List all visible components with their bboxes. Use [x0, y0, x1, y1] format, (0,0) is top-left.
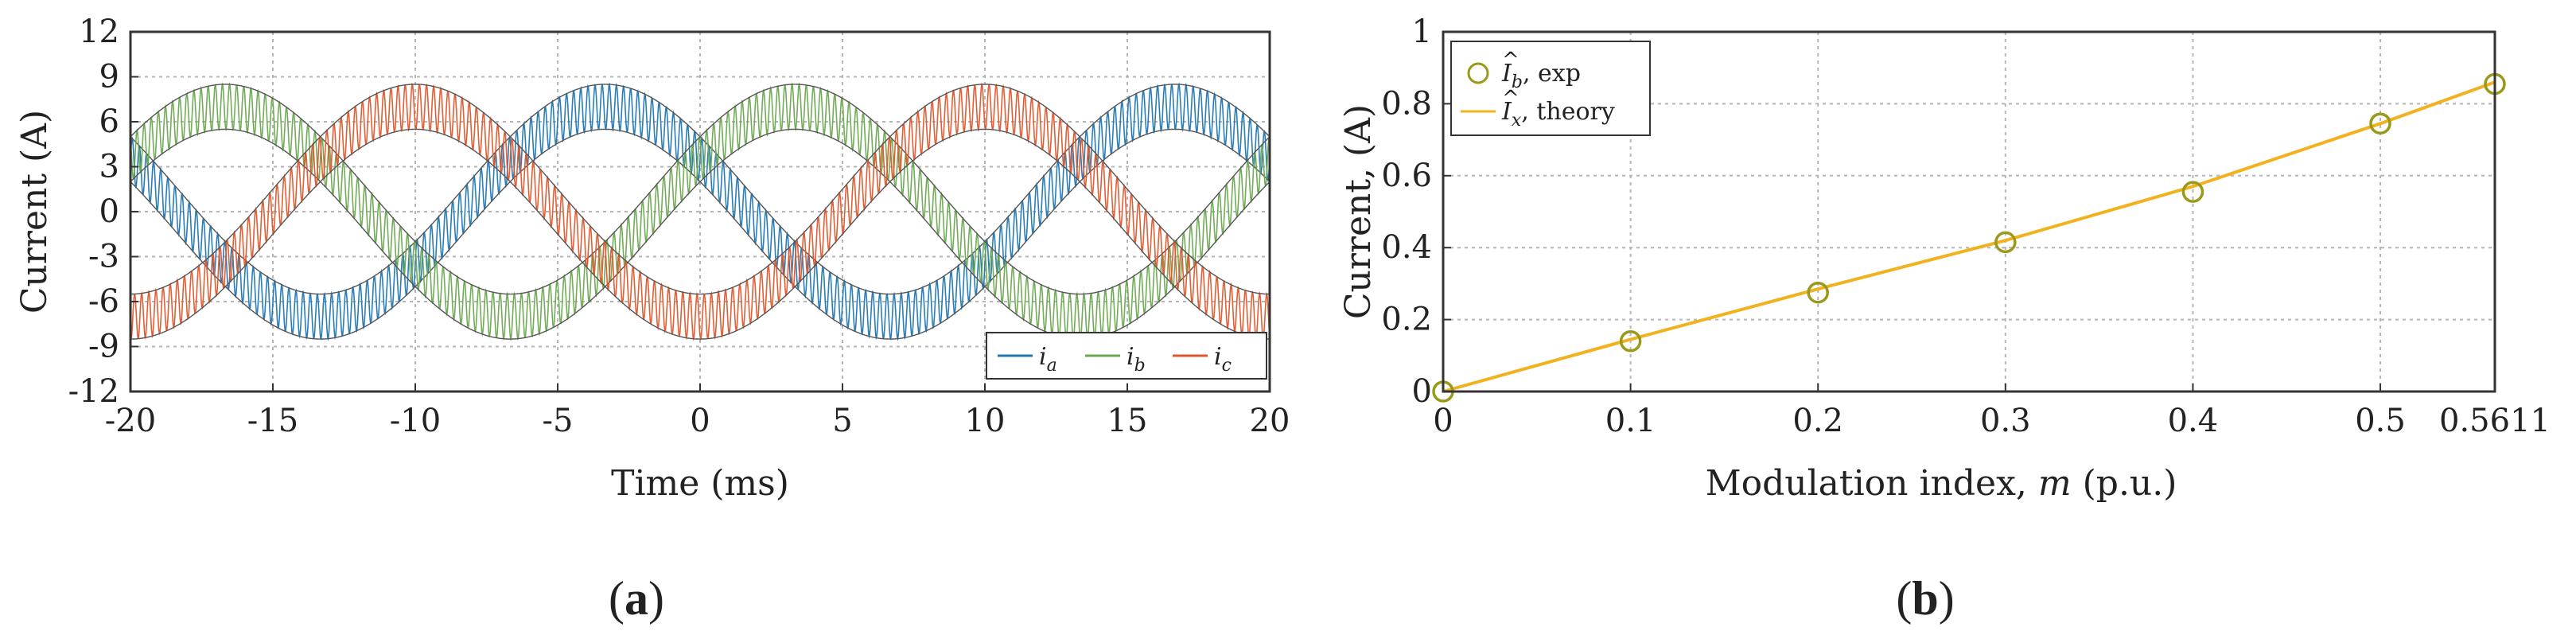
series-envelope-upper-ic	[130, 84, 1270, 295]
legend-marker-ib-exp	[1467, 62, 1489, 84]
panel-b-y-tick-label: 1	[1412, 14, 1432, 50]
panel-a-x-ticks: -20 -15 -10 -5 0 5 10 15 20	[105, 384, 1290, 439]
panel-a-x-tick-label: -20	[105, 403, 156, 439]
panel-b-x-tick-label: 0	[1433, 403, 1453, 439]
panel-a-x-tick-label: -15	[247, 403, 298, 439]
panel-a-y-tick-label: -6	[88, 283, 119, 320]
legend-label-ia-base: i	[1039, 343, 1047, 371]
panel-b-y-axis-label: Current, (A)	[1338, 104, 1379, 319]
panel-b-x-tick-label: 0.4	[2168, 403, 2219, 439]
legend-label-ix-theory: Ix, theory	[1501, 98, 1615, 131]
series-line-ic	[130, 82, 1270, 341]
data-point-ib-exp	[2181, 181, 2204, 203]
panel-b-x-axis-label-unit: (p.u.)	[2072, 463, 2177, 504]
panel-b-y-tick-label: 0.6	[1381, 158, 1432, 194]
panel-a-y-tick-label: 0	[99, 193, 119, 230]
legend-label-ix-suffix: , theory	[1521, 98, 1615, 126]
panel-b-caption-letter: b	[1912, 572, 1938, 625]
panel-b-x-axis-label: Modulation index, m (p.u.)	[1706, 463, 2177, 504]
panel-b-x-axis-label-text: Modulation index,	[1706, 463, 2038, 504]
panel-b-x-tick-label: 0.3	[1980, 403, 2031, 439]
panel-a-x-tick-label: 5	[832, 403, 852, 439]
panel-a-x-tick-label: 15	[1107, 403, 1148, 439]
data-point-ib-exp	[2369, 112, 2391, 135]
panel-a-y-ticks: 12 9 6 3 0 -3 -6 -9 -12	[68, 14, 138, 410]
panel-b-x-tick-label: 0.5	[2355, 403, 2406, 439]
panel-b-x-tick-label: 0.2	[1792, 403, 1843, 439]
panel-a-y-tick-label: 9	[99, 59, 119, 95]
legend-label-ia: ia	[1039, 343, 1057, 376]
panel-b-x-ticks: 0 0.1 0.2 0.3 0.4 0.5 0.5611	[1433, 384, 2551, 439]
panel-b-series	[1432, 72, 2506, 403]
panel-b-y-tick-label: 0	[1412, 373, 1432, 410]
panel-a-legend-box	[986, 332, 1267, 380]
legend-label-ib-exp-sub: b	[1512, 72, 1523, 92]
panel-a-y-tick-label: 6	[99, 103, 119, 140]
legend-label-ib-exp-suffix: , exp	[1523, 60, 1581, 88]
panel-a-y-axis-label: Current (A)	[14, 110, 55, 314]
panel-a-x-tick-label: 10	[965, 403, 1006, 439]
data-point-ib-exp	[1807, 281, 1829, 304]
panel-a-y-tick-label: -12	[68, 373, 119, 410]
panel-b-legend-box	[1450, 41, 1651, 136]
panel-a-grid	[130, 32, 1270, 392]
panel-a-x-tick-label: 0	[690, 403, 710, 439]
panel-a-y-tick-label: -3	[88, 239, 119, 275]
panel-b-current-vs-modulation: 0 0.1 0.2 0.3 0.4 0.5 0.5611 0 0.2 0.4 0.6 0.8 1 Mo…	[1338, 14, 2551, 625]
panel-a-x-tick-label: -10	[390, 403, 441, 439]
legend-label-ib: ib	[1127, 343, 1146, 376]
series-envelope-lower-ic	[130, 128, 1270, 340]
panel-a-y-tick-label: 12	[79, 14, 119, 50]
legend-label-ic-sub: c	[1222, 356, 1232, 376]
legend-label-ia-sub: a	[1047, 356, 1057, 376]
panel-b-x-tick-label: 0.1	[1605, 403, 1656, 439]
panel-b-x-axis-label-var: m	[2038, 463, 2072, 504]
legend-label-ic-base: i	[1214, 343, 1222, 371]
panel-b-y-tick-label: 0.4	[1381, 229, 1432, 266]
panel-b-y-tick-label: 0.2	[1381, 302, 1432, 338]
panel-a-x-tick-label: 20	[1250, 403, 1290, 439]
panel-b-caption: (b)	[1896, 572, 1954, 625]
legend-label-ic: ic	[1214, 343, 1232, 376]
series-line-ia	[130, 82, 1270, 341]
panel-a-caption: (a)	[609, 572, 664, 625]
panel-a-current-waveforms: -20 -15 -10 -5 0 5 10 15 20 12 9 6 3 0 -3 -6 -9 -12 Time…	[14, 14, 1290, 625]
panel-a-x-axis-label: Time (ms)	[611, 463, 789, 504]
legend-label-ix-sub: x	[1512, 111, 1522, 131]
panel-b-axes-box	[1442, 30, 2496, 393]
panel-a-y-tick-label: -9	[88, 329, 119, 365]
legend-label-ib-base: i	[1127, 343, 1134, 371]
panel-b-y-ticks: 0 0.2 0.4 0.6 0.8 1	[1381, 14, 1451, 410]
panel-b-legend: Ib, exp ^ Ix, theory ^	[1450, 41, 1651, 136]
panel-a-x-tick-label: -5	[543, 403, 574, 439]
legend-hat-ib: ^	[1502, 49, 1520, 72]
legend-hat-ix: ^	[1502, 87, 1520, 111]
legend-label-ib-exp: Ib, exp	[1501, 60, 1581, 92]
panel-a-legend: ia ib ic	[986, 332, 1267, 380]
legend-label-ix-base: I	[1501, 98, 1512, 126]
data-point-ib-exp	[1619, 329, 1642, 353]
legend-label-ib-exp-base: I	[1501, 60, 1512, 88]
data-point-ib-exp	[1994, 231, 2017, 254]
panel-b-y-tick-label: 0.8	[1381, 85, 1432, 122]
series-line-ix-theory	[1442, 80, 2496, 393]
panel-a-caption-letter: a	[625, 572, 648, 625]
panel-b-x-tick-label: 0.5611	[2439, 403, 2551, 439]
legend-label-ib-sub: b	[1134, 356, 1146, 376]
panel-a-y-tick-label: 3	[99, 149, 119, 185]
